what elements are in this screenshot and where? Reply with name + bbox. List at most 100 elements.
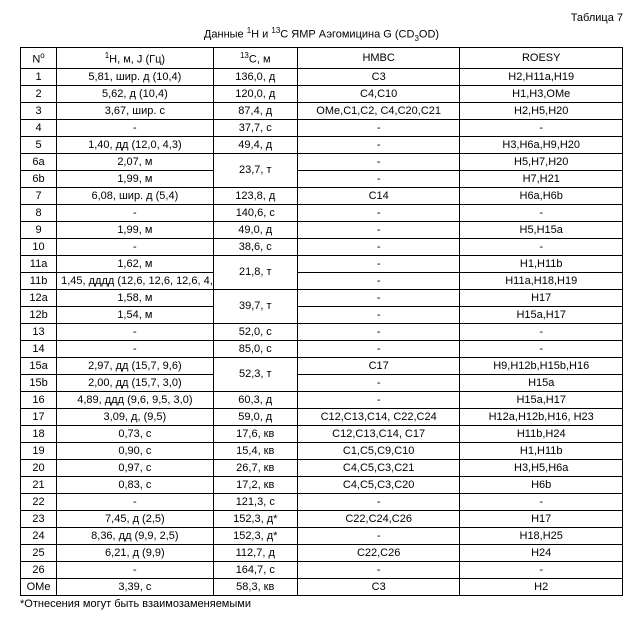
cell-1h: - — [57, 119, 214, 136]
table-row: 15b2,00, дд (15,7, 3,0)-H15a — [21, 374, 623, 391]
cell-13c: 121,3, с — [213, 493, 297, 510]
cell-n: 11b — [21, 272, 57, 289]
cell-13c: 38,6, с — [213, 238, 297, 255]
cell-n: 18 — [21, 425, 57, 442]
cell-n: 4 — [21, 119, 57, 136]
cell-roesy: H1,H11b — [460, 442, 623, 459]
cell-roesy: H3,H6a,H9,H20 — [460, 136, 623, 153]
table-row: 51,40, дд (12,0, 4,3)49,4, д-H3,H6a,H9,H… — [21, 136, 623, 153]
cell-13c: 17,2, кв — [213, 476, 297, 493]
cell-hmbc: C4,C5,C3,C20 — [297, 476, 460, 493]
cell-hmbc: - — [297, 136, 460, 153]
table-row: 10-38,6, с-- — [21, 238, 623, 255]
cell-n: 22 — [21, 493, 57, 510]
table-row: 14-85,0, с-- — [21, 340, 623, 357]
table-row: 4-37,7, с-- — [21, 119, 623, 136]
table-row: 11b1,45, дддд (12,6, 12,6, 12,6, 4,1)-H1… — [21, 272, 623, 289]
table-row: 22-121,3, с-- — [21, 493, 623, 510]
cell-13c: 21,8, т — [213, 255, 297, 289]
cell-hmbc: C3 — [297, 578, 460, 595]
cell-13c: 52,0, с — [213, 323, 297, 340]
cell-1h: 6,21, д (9,9) — [57, 544, 214, 561]
cell-1h: 3,67, шир. с — [57, 102, 214, 119]
cell-13c: 59,0, д — [213, 408, 297, 425]
cell-13c: 26,7, кв — [213, 459, 297, 476]
table-row: 15a2,97, дд (15,7, 9,6)52,3, тC17H9,H12b… — [21, 357, 623, 374]
cell-roesy: - — [460, 238, 623, 255]
table-row: 12a1,58, м39,7, т-H17 — [21, 289, 623, 306]
cell-13c: 52,3, т — [213, 357, 297, 391]
cell-roesy: H1,H11b — [460, 255, 623, 272]
cell-n: 25 — [21, 544, 57, 561]
cell-n: 7 — [21, 187, 57, 204]
table-row: 33,67, шир. с87,4, дOMe,C1,C2, C4,C20,C2… — [21, 102, 623, 119]
cell-13c: 15,4, кв — [213, 442, 297, 459]
cell-1h: 4,89, ддд (9,6, 9,5, 3,0) — [57, 391, 214, 408]
footnote: *Отнесения могут быть взаимозаменяемыми — [20, 598, 623, 610]
cell-n: 14 — [21, 340, 57, 357]
cell-hmbc: C12,C13,C14, C17 — [297, 425, 460, 442]
cell-hmbc: - — [297, 374, 460, 391]
cell-hmbc: - — [297, 323, 460, 340]
cell-roesy: H9,H12b,H15b,H16 — [460, 357, 623, 374]
table-row: 76,08, шир. д (5,4)123,8, дC14H6a,H6b — [21, 187, 623, 204]
cell-hmbc: - — [297, 204, 460, 221]
cell-n: 24 — [21, 527, 57, 544]
cell-n: 1 — [21, 68, 57, 85]
cell-n: 15b — [21, 374, 57, 391]
cell-13c: 23,7, т — [213, 153, 297, 187]
cell-hmbc: OMe,C1,C2, C4,C20,C21 — [297, 102, 460, 119]
cell-roesy: - — [460, 561, 623, 578]
cell-1h: 5,81, шир. д (10,4) — [57, 68, 214, 85]
cell-n: 12a — [21, 289, 57, 306]
cell-roesy: H15a,H17 — [460, 391, 623, 408]
cell-13c: 60,3, д — [213, 391, 297, 408]
cell-roesy: H5,H15a — [460, 221, 623, 238]
cell-hmbc: C17 — [297, 357, 460, 374]
cell-hmbc: - — [297, 119, 460, 136]
cell-1h: 0,73, с — [57, 425, 214, 442]
table-caption: Таблица 7 — [20, 12, 623, 24]
cell-n: 12b — [21, 306, 57, 323]
table-row: 91,99, м49,0, д-H5,H15a — [21, 221, 623, 238]
nmr-table: No1H, м, J (Гц)13C, мHMBCROESY 15,81, ши… — [20, 47, 623, 596]
col-header: No — [21, 47, 57, 68]
cell-hmbc: - — [297, 493, 460, 510]
cell-hmbc: C1,C5,C9,C10 — [297, 442, 460, 459]
cell-1h: 7,45, д (2,5) — [57, 510, 214, 527]
cell-1h: 1,58, м — [57, 289, 214, 306]
cell-hmbc: C22,C24,C26 — [297, 510, 460, 527]
cell-hmbc: C3 — [297, 68, 460, 85]
cell-13c: 49,0, д — [213, 221, 297, 238]
cell-n: 2 — [21, 85, 57, 102]
cell-13c: 39,7, т — [213, 289, 297, 323]
cell-n: 8 — [21, 204, 57, 221]
cell-roesy: - — [460, 340, 623, 357]
table-row: 25,62, д (10,4)120,0, дC4,C10H1,H3,OMe — [21, 85, 623, 102]
table-row: 256,21, д (9,9)112,7, дC22,C26H24 — [21, 544, 623, 561]
cell-1h: 1,99, м — [57, 170, 214, 187]
table-row: 200,97, с26,7, квC4,C5,C3,C21H3,H5,H6a — [21, 459, 623, 476]
cell-1h: - — [57, 204, 214, 221]
cell-hmbc: - — [297, 289, 460, 306]
cell-13c: 136,0, д — [213, 68, 297, 85]
cell-hmbc: - — [297, 170, 460, 187]
cell-13c: 87,4, д — [213, 102, 297, 119]
table-row: 8-140,6, с-- — [21, 204, 623, 221]
table-row: 6b1,99, м-H7,H21 — [21, 170, 623, 187]
col-header: HMBC — [297, 47, 460, 68]
cell-hmbc: - — [297, 340, 460, 357]
cell-13c: 152,3, д* — [213, 510, 297, 527]
cell-hmbc: C22,C26 — [297, 544, 460, 561]
table-row: 210,83, с17,2, квC4,C5,C3,C20H6b — [21, 476, 623, 493]
cell-n: 15a — [21, 357, 57, 374]
cell-1h: 6,08, шир. д (5,4) — [57, 187, 214, 204]
cell-n: 11a — [21, 255, 57, 272]
cell-1h: 1,99, м — [57, 221, 214, 238]
table-row: OMe3,39, с58,3, квC3H2 — [21, 578, 623, 595]
cell-roesy: - — [460, 323, 623, 340]
cell-n: 13 — [21, 323, 57, 340]
cell-1h: 5,62, д (10,4) — [57, 85, 214, 102]
cell-13c: 58,3, кв — [213, 578, 297, 595]
cell-hmbc: C12,C13,C14, C22,C24 — [297, 408, 460, 425]
